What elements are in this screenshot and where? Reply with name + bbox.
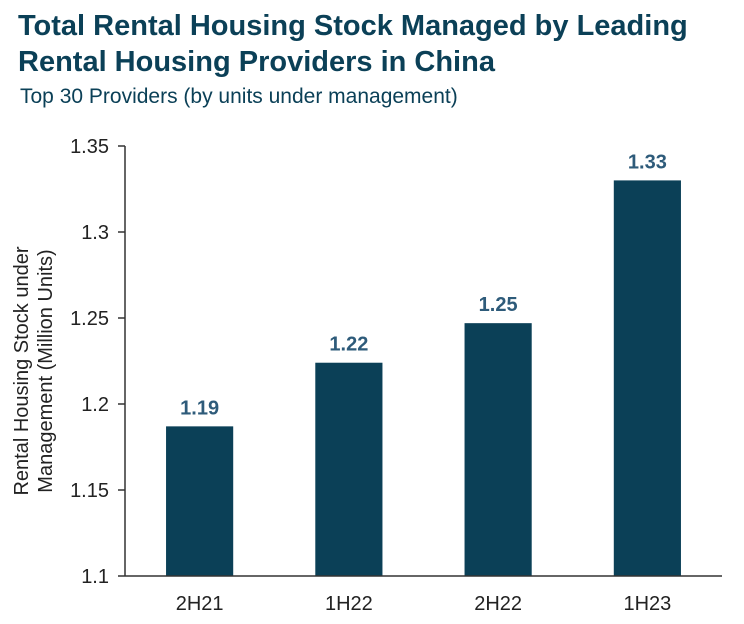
bar bbox=[464, 323, 532, 576]
x-tick-label: 1H22 bbox=[325, 593, 373, 615]
y-tick-label: 1.3 bbox=[81, 222, 109, 244]
data-labels: 1.19 1.22 1.25 1.33 bbox=[180, 151, 667, 419]
bar bbox=[166, 426, 234, 576]
x-tick-label: 2H21 bbox=[176, 593, 224, 615]
bars bbox=[166, 180, 681, 576]
y-tick-label: 1.1 bbox=[81, 566, 109, 588]
y-tick-label: 1.25 bbox=[70, 308, 109, 330]
x-tick-label: 2H22 bbox=[474, 593, 522, 615]
x-tick-label: 1H23 bbox=[623, 593, 671, 615]
bar bbox=[315, 362, 383, 576]
y-tick-label: 1.35 bbox=[70, 136, 109, 158]
x-axis: 2H21 1H22 2H22 1H23 bbox=[125, 575, 722, 615]
y-axis-label: Rental Housing Stock under Management (Mi… bbox=[11, 246, 57, 495]
data-label: 1.22 bbox=[329, 334, 368, 356]
chart-subtitle: Top 30 Providers (by units under managem… bbox=[20, 85, 458, 108]
data-label: 1.33 bbox=[628, 151, 667, 173]
chart-title: Total Rental Housing Stock Managed by Le… bbox=[18, 10, 688, 78]
data-label: 1.19 bbox=[180, 397, 219, 419]
y-axis: 1.1 1.15 1.2 1.25 1.3 1.35 bbox=[70, 136, 126, 588]
y-tick-label: 1.15 bbox=[70, 480, 109, 502]
y-tick-label: 1.2 bbox=[81, 394, 109, 416]
data-label: 1.25 bbox=[479, 294, 518, 316]
bar bbox=[613, 180, 681, 576]
